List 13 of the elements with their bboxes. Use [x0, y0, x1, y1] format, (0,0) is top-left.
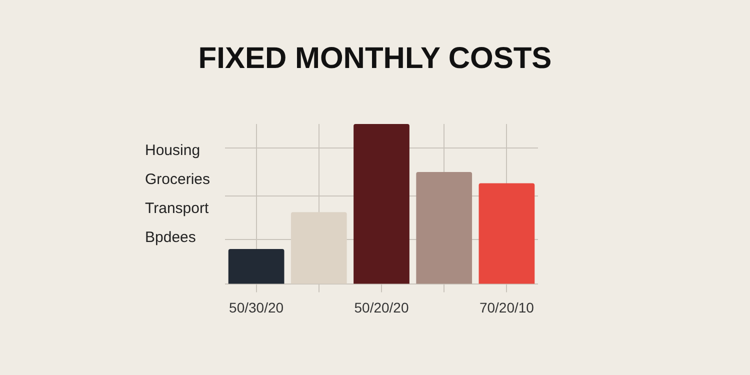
text: Groceries — [145, 170, 210, 190]
bar — [290, 212, 347, 284]
bar — [354, 124, 410, 284]
bar — [228, 248, 284, 284]
text: Bpdees — [145, 228, 197, 248]
bar — [478, 183, 535, 284]
chart-title: FIXED MONTHLY COSTS — [197, 42, 553, 76]
text: Transport — [145, 199, 210, 219]
x-tick-label: 70/20/10 — [479, 299, 534, 316]
x-tick-label: 50/20/20 — [354, 299, 409, 316]
text: Housing — [145, 141, 202, 161]
x-tick-label: 50/30/20 — [229, 299, 284, 316]
bar — [416, 172, 472, 284]
